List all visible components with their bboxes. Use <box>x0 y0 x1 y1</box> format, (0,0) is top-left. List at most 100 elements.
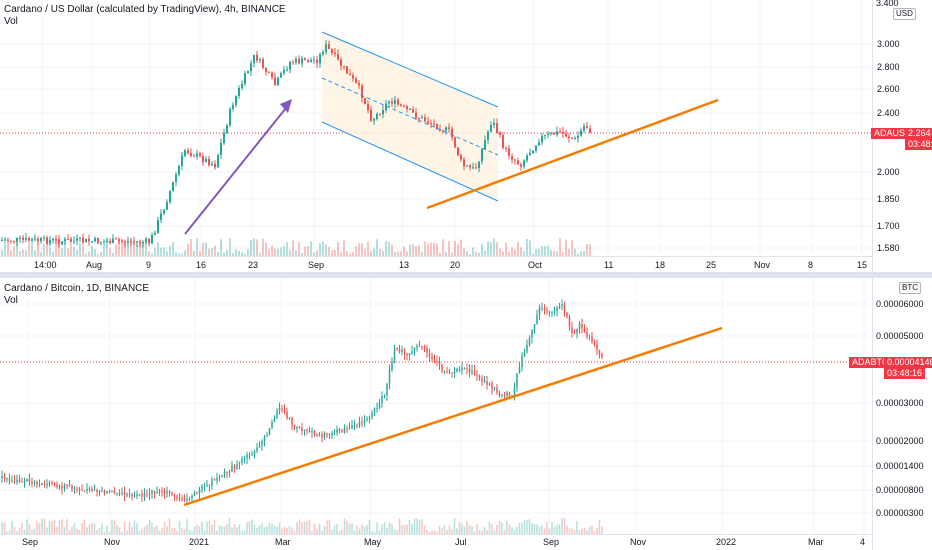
volume-bar <box>223 252 225 256</box>
adabtc-currency-button[interactable]: BTC <box>899 282 921 294</box>
volume-bar <box>441 527 443 534</box>
adabtc-chart-pane[interactable]: Cardano / Bitcoin, 1D, BINANCE Vol BTC 0… <box>0 278 932 550</box>
volume-bar <box>146 524 148 534</box>
candle-body <box>118 493 121 495</box>
volume-bar <box>248 521 251 534</box>
candle-body <box>460 155 462 160</box>
volume-bar <box>148 251 150 256</box>
volume-bar <box>353 530 356 534</box>
candle-body <box>232 105 234 109</box>
volume-bar <box>358 242 360 256</box>
candle-body <box>501 394 503 396</box>
candle-body <box>544 134 546 136</box>
candle-body <box>63 484 66 489</box>
volume-bar <box>171 528 173 534</box>
candle-body <box>28 238 30 241</box>
adausd-time-label: 18 <box>655 260 666 270</box>
adausd-currency-button[interactable]: USD <box>893 8 916 20</box>
volume-bar <box>508 251 510 256</box>
candle-body <box>361 85 363 99</box>
candle-body <box>412 108 414 113</box>
candle-body <box>148 238 150 244</box>
volume-bar <box>46 527 48 534</box>
volume-bar <box>328 246 330 256</box>
volume-bar <box>334 250 336 256</box>
candle-body <box>103 241 105 243</box>
adausd-chart-canvas[interactable] <box>0 0 932 272</box>
candle-body <box>226 125 228 133</box>
adabtc-vol-label: Vol <box>4 295 18 306</box>
volume-bar <box>181 528 183 534</box>
volume-bar <box>411 524 413 534</box>
candle-body <box>551 312 553 314</box>
candle-body <box>263 436 266 441</box>
volume-bar <box>86 527 88 534</box>
volume-bar <box>379 248 381 256</box>
volume-bar <box>63 527 66 534</box>
candle-body <box>10 240 12 242</box>
candle-body <box>596 344 598 351</box>
candle-body <box>568 316 571 328</box>
volume-bar <box>16 531 18 534</box>
volume-bar <box>11 520 13 534</box>
volume-bar <box>307 246 309 256</box>
candle-body <box>70 239 72 242</box>
channel-upper-line <box>321 31 499 108</box>
candle-body <box>385 103 387 111</box>
volume-bar <box>421 519 423 534</box>
candle-body <box>118 239 120 242</box>
candle-body <box>396 348 398 350</box>
volume-bar <box>25 250 27 256</box>
candle-body <box>316 59 318 64</box>
volume-bar <box>128 521 131 534</box>
candle-body <box>274 77 276 86</box>
candle-body <box>139 241 141 243</box>
candle-body <box>466 368 468 370</box>
volume-bar <box>548 528 551 534</box>
volume-bar <box>229 238 231 256</box>
volume-bar <box>33 528 36 534</box>
volume-bar <box>518 522 521 534</box>
volume-bar <box>216 530 218 534</box>
volume-bar <box>276 526 278 534</box>
candle-body <box>541 307 543 309</box>
volume-bar <box>235 249 237 256</box>
candle-body <box>513 387 516 397</box>
candle-body <box>178 498 181 500</box>
volume-bar <box>251 519 253 534</box>
volume-bar <box>40 252 42 256</box>
candle-body <box>331 433 333 436</box>
candle-body <box>271 72 273 78</box>
candle-body <box>46 237 48 244</box>
candle-body <box>529 153 531 156</box>
volume-bar <box>571 240 573 256</box>
candle-body <box>148 493 151 495</box>
volume-bar <box>433 530 436 534</box>
adabtc-time-label: 2022 <box>716 537 737 547</box>
candle-body <box>16 479 18 482</box>
volume-bar <box>121 239 123 256</box>
pane-divider[interactable] <box>0 272 932 278</box>
volume-bar <box>291 527 293 534</box>
adabtc-chart-canvas[interactable] <box>0 278 932 550</box>
candle-body <box>561 304 563 306</box>
volume-bar <box>203 530 206 534</box>
volume-bar <box>529 240 531 256</box>
volume-bar <box>382 250 384 256</box>
volume-bar <box>523 519 526 534</box>
candle-body <box>301 427 303 431</box>
candle-body <box>268 428 271 435</box>
volume-bar <box>268 522 271 534</box>
adausd-chart-pane[interactable]: Cardano / US Dollar (calculated by Tradi… <box>0 0 932 272</box>
volume-bar <box>98 527 101 534</box>
volume-bar <box>346 520 348 534</box>
volume-bar <box>502 251 504 256</box>
candle-body <box>581 323 583 329</box>
candle-body <box>526 155 528 161</box>
volume-bar <box>469 253 471 256</box>
adausd-time-label: 23 <box>248 260 259 270</box>
volume-bar <box>487 241 489 256</box>
candle-body <box>505 147 507 149</box>
volume-bar <box>558 524 561 534</box>
candle-body <box>503 394 506 396</box>
